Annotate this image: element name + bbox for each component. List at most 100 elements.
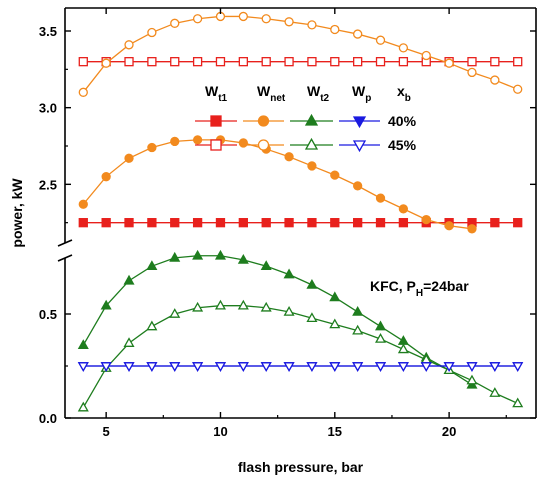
data-point [169, 308, 181, 318]
data-point [238, 11, 248, 22]
x-tick-label: 10 [213, 424, 227, 439]
data-point [352, 324, 364, 335]
data-point [330, 24, 340, 35]
data-point [100, 299, 112, 310]
legend-header-sub: t2 [320, 93, 329, 104]
data-point [192, 14, 203, 24]
data-point [490, 57, 500, 67]
data-point [169, 362, 181, 372]
data-point [261, 14, 271, 24]
data-point [215, 57, 226, 67]
axes: 5 10 15 20 2.5 3.0 3.5 0.0 0.5 flash pressure, ba… [9, 7, 537, 475]
series-wt2_40 [77, 249, 478, 389]
y-tick-label: 0.0 [39, 411, 57, 426]
x-tick-label: 5 [103, 424, 110, 439]
data-point [375, 218, 386, 228]
data-point [192, 362, 204, 372]
data-point [513, 57, 523, 67]
data-point [283, 362, 295, 372]
data-point [375, 333, 387, 343]
data-point [77, 401, 89, 412]
data-point [353, 181, 363, 191]
data-point [306, 312, 318, 323]
data-point [78, 57, 88, 67]
x-tick-label: 20 [442, 424, 456, 439]
legend-header-sub: b [405, 93, 411, 104]
data-point [353, 29, 363, 39]
data-point [330, 57, 340, 67]
data-point [444, 58, 454, 68]
data-point [352, 305, 364, 316]
data-point [101, 172, 111, 182]
data-point [375, 320, 387, 331]
series-layer [77, 11, 524, 412]
data-point [353, 57, 363, 67]
data-point [284, 218, 294, 228]
data-point [101, 58, 111, 68]
legend-header: Wt2 [307, 83, 330, 104]
data-point [260, 301, 272, 312]
data-point [238, 57, 248, 67]
data-point [192, 135, 203, 145]
y-axis-title: power, kW [9, 178, 25, 248]
legend-header-main: W [307, 83, 321, 99]
data-point [260, 260, 272, 271]
data-point [124, 153, 134, 163]
data-point [467, 224, 477, 234]
data-point [397, 335, 409, 345]
data-point [375, 57, 386, 67]
data-point [306, 278, 318, 289]
data-point [307, 161, 317, 171]
data-point [147, 27, 157, 38]
series-line-wnet_40 [82, 139, 473, 230]
y-tick-label: 3.5 [39, 24, 57, 39]
legend-marker [210, 115, 222, 127]
data-point [100, 362, 112, 372]
data-point [214, 249, 226, 260]
x-axis-title: flash pressure, bar [238, 459, 364, 475]
data-point [192, 57, 203, 67]
legend-header: Wt1 [205, 83, 228, 104]
data-point [329, 362, 341, 372]
data-point [192, 218, 203, 228]
data-point [306, 362, 318, 372]
legend-marker [304, 137, 319, 150]
legend-marker [352, 116, 367, 129]
series-wt1_45 [78, 57, 523, 67]
data-point [329, 318, 341, 329]
data-point [397, 362, 409, 372]
data-point [215, 218, 226, 228]
data-point [398, 57, 409, 67]
legend-header-main: W [257, 83, 271, 99]
data-point [307, 218, 317, 228]
data-point [147, 57, 157, 67]
data-point [147, 218, 157, 228]
series-wnet_40 [78, 135, 477, 234]
data-point [123, 337, 135, 347]
data-point [169, 251, 181, 262]
data-point [77, 362, 89, 372]
data-point [467, 67, 477, 78]
data-point [307, 57, 317, 67]
series-wp_40 [77, 362, 524, 372]
axis-break-mark [57, 239, 73, 247]
data-point [512, 397, 524, 408]
data-point [490, 218, 500, 228]
legend-marker [210, 139, 222, 151]
data-point [329, 291, 341, 302]
data-point [261, 218, 271, 228]
legend-header-main: x [397, 83, 405, 99]
legend-header: Wp [352, 83, 371, 104]
series-wp_45 [77, 362, 524, 372]
data-point [444, 221, 454, 231]
legend-row-label: 45% [388, 137, 417, 153]
data-point [284, 17, 294, 27]
legend-header-sub: t1 [218, 93, 227, 104]
data-point [101, 218, 111, 228]
data-point [123, 274, 135, 285]
data-point [146, 260, 158, 271]
annotation: KFC, PH=24bar [370, 278, 469, 299]
data-point [260, 362, 272, 372]
